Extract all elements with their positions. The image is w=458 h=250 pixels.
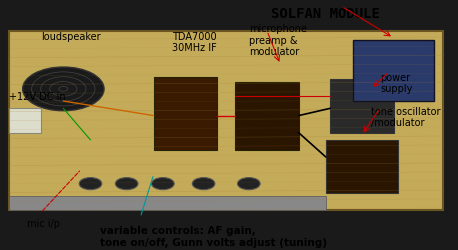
Bar (326, 140, 398, 194)
Text: microphone
preamp &
modulator: microphone preamp & modulator (249, 24, 307, 57)
Bar (330, 80, 393, 133)
Circle shape (22, 68, 104, 111)
Bar (235, 82, 299, 150)
Bar (9, 32, 443, 210)
Bar (154, 78, 217, 150)
Bar (9, 109, 41, 133)
Circle shape (192, 178, 215, 190)
Text: +12V DC in: +12V DC in (9, 92, 65, 102)
Text: SOLFAN MODULE: SOLFAN MODULE (271, 7, 380, 21)
Circle shape (115, 178, 138, 190)
Bar (353, 41, 434, 102)
Bar (9, 196, 326, 210)
Text: power
supply: power supply (380, 72, 412, 94)
Circle shape (152, 178, 174, 190)
Circle shape (79, 178, 102, 190)
Text: TDA7000
30MHz IF: TDA7000 30MHz IF (172, 32, 217, 53)
Text: loudspeaker: loudspeaker (41, 32, 100, 42)
Text: tone oscillator
/modulator: tone oscillator /modulator (371, 106, 441, 128)
Text: mic i/p: mic i/p (27, 218, 60, 228)
Circle shape (238, 178, 260, 190)
Text: variable controls: AF gain,
tone on/off, Gunn volts adjust (tuning): variable controls: AF gain, tone on/off,… (99, 225, 327, 246)
